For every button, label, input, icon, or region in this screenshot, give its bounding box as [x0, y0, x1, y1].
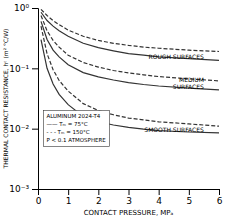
tick-mark: [159, 189, 160, 195]
tick-mark: [219, 189, 220, 195]
annotation: ROUGH SURFACES: [148, 53, 204, 60]
tick-label: 10⁻¹: [9, 64, 29, 74]
tick-mark: [129, 189, 130, 195]
tick-label: 4: [156, 196, 162, 206]
tick: 5: [186, 189, 192, 206]
series-line: [41, 40, 219, 133]
tick: 10⁻¹: [9, 64, 38, 74]
tick: 0: [36, 189, 42, 206]
x-axis-title: CONTACT PRESSURE, MPₐ: [84, 209, 174, 217]
tick: 1: [66, 189, 72, 206]
tick-label: 5: [186, 196, 192, 206]
tick-label: 10⁰: [14, 3, 29, 13]
axis-line: [32, 9, 39, 190]
axis-line: [39, 190, 220, 196]
tick: 2: [96, 189, 102, 206]
tick: 6: [217, 189, 223, 206]
tick: 10⁰: [14, 3, 38, 13]
chart: 0 1 2 3 4 5 6 10⁻³ 10⁻² 10⁻¹ 10⁰ ROUGH SURFACES MEDI…: [0, 0, 229, 219]
x-axis: 0 1 2 3 4 5 6: [36, 189, 223, 206]
tick-label: 6: [217, 196, 223, 206]
tick-mark: [32, 8, 38, 9]
text-box-text: ALUMINUM 2024-T4—— Tₘ = 75°C- - - Tₘ = 1…: [46, 113, 106, 143]
tick-mark: [32, 129, 38, 130]
tick-label: 0: [36, 196, 42, 206]
tick: 10⁻³: [9, 184, 38, 194]
tick-mark: [189, 189, 190, 195]
tick: 3: [126, 189, 132, 206]
lines: [41, 9, 219, 133]
tick-label: 10⁻²: [9, 124, 29, 134]
tick-mark: [68, 189, 69, 195]
series-line: [41, 12, 219, 60]
series-line: [41, 21, 219, 89]
tick-mark: [98, 189, 99, 195]
tick-label: 2: [96, 196, 102, 206]
series-line: [41, 9, 219, 51]
tick: 4: [156, 189, 162, 206]
y-axis: 10⁻³ 10⁻² 10⁻¹ 10⁰: [9, 3, 38, 194]
tick-label: 10⁻³: [9, 184, 29, 194]
tick-label: 1: [66, 196, 72, 206]
series-line: [41, 16, 219, 81]
y-axis-title: THERMAL CONTACT RESISTANCE, hᶜ (m² °C/W): [2, 29, 9, 170]
tick-label: 3: [126, 196, 132, 206]
text-box: ALUMINUM 2024-T4—— Tₘ = 75°C- - - Tₘ = 1…: [43, 110, 109, 146]
annotation: MEDIUMSURFACES: [173, 76, 204, 90]
tick-mark: [32, 189, 38, 190]
tick: 10⁻²: [9, 124, 38, 134]
text-box-frame: [43, 110, 109, 146]
annotation: SMOOTH SURFACES: [144, 126, 204, 133]
tick-mark: [32, 68, 38, 69]
